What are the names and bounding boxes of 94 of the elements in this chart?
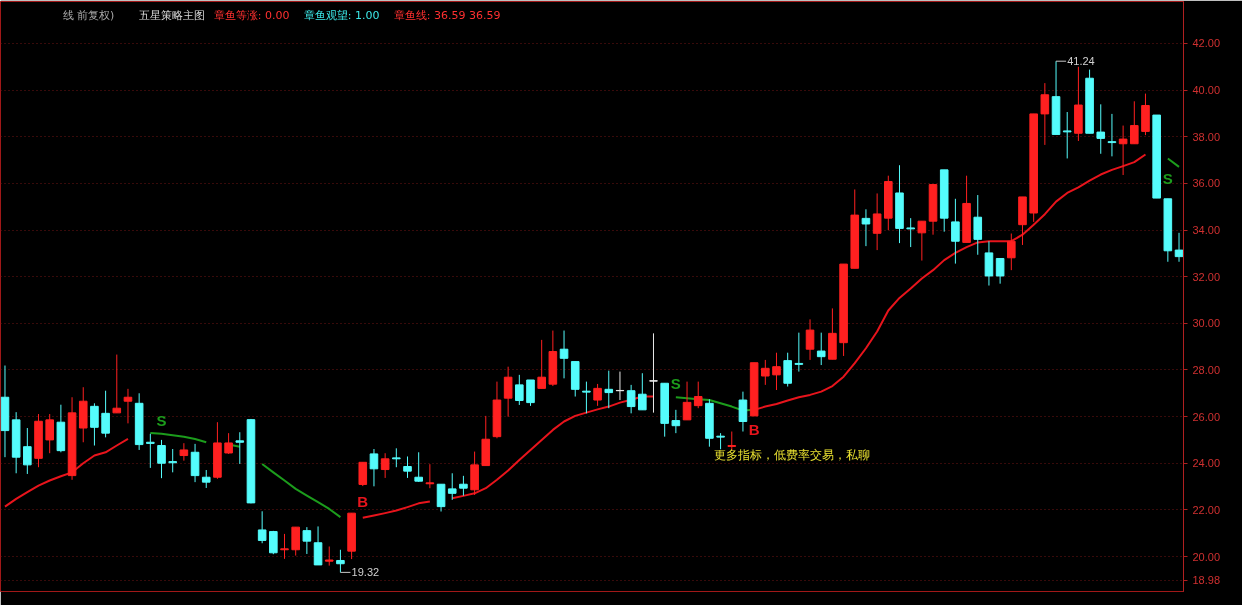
candlestick [537,339,546,389]
candlestick [727,431,737,451]
candlestick [604,370,614,409]
text: 19.32 [351,566,380,579]
candlestick [257,510,267,544]
y-tick-label: 20.00 [1192,550,1221,563]
candlestick [324,545,334,567]
candlestick [392,447,401,468]
candlestick [805,318,815,361]
candlestick [1040,82,1050,146]
data-label: S [156,411,167,429]
annotation: 章鱼线: 36.59 36.59 [393,9,501,22]
candlestick [358,461,368,487]
candlestick [861,208,871,247]
candlestick [1007,233,1016,271]
candlestick [738,391,748,433]
candlestick [179,442,189,462]
candlestick [693,381,703,409]
candlestick [503,366,513,418]
y-tick-label: 40.00 [1192,84,1221,97]
candlestick [1096,103,1106,155]
annotation: 更多指标，低费率交易，私聊 [713,447,870,462]
y-tick-label: 42.00 [1192,37,1221,50]
candlestick [816,332,826,366]
data-label: B [748,420,760,438]
data-label: B [357,493,369,511]
data-label: S [670,375,681,393]
annotation: 线 前复权) [62,9,115,22]
candlestick [559,330,569,379]
candlestick [146,433,155,469]
candlestick [794,332,804,373]
candlestick [101,390,110,438]
y-tick-label: 30.00 [1192,317,1221,330]
candlestick [638,372,647,411]
y-tick-label: 28.00 [1192,363,1221,376]
candlestick [671,409,681,434]
candlestick [783,352,792,388]
candlestick [1130,100,1139,145]
candlestick [682,381,692,421]
candlestick [157,439,166,479]
candlestick [112,354,122,414]
candlestick [224,432,233,455]
candlestick [626,384,636,414]
annotation: 五星策略主图 [138,9,205,22]
annotation: 章鱼等涨: 0.00 [213,9,290,22]
candlestick [313,525,323,566]
candlestick [1174,232,1184,263]
candlestick [302,526,312,555]
candlestick [515,374,524,406]
annotation: 章鱼观望: 1.00 [303,9,380,22]
candlestick [414,451,423,483]
candlestick [425,463,435,489]
candlestick [336,549,345,573]
candlestick [23,427,32,475]
candlestick [45,413,54,454]
y-tick-label: 38.00 [1192,130,1221,143]
candlestick [459,475,468,497]
y-tick-label: 24.00 [1192,457,1221,470]
candlestick [526,379,535,407]
y-tick-label: 36.00 [1192,177,1221,190]
candlestick [403,455,412,479]
candlestick [168,448,177,473]
y-tick-label: 18.98 [1192,574,1221,587]
y-tick-label: 22.00 [1192,503,1221,516]
candlestick [984,240,994,287]
candlestick [235,431,245,465]
candlestick [291,526,300,557]
candlestick [951,198,960,265]
candlestick [973,194,983,256]
candlestick [280,533,289,560]
candlestick [772,352,781,391]
candlestick [1062,111,1072,159]
candlestick [917,220,927,262]
data-label: S [1162,170,1173,188]
candlestick [872,192,882,251]
candlestick [995,257,1005,285]
candlestick [906,217,915,248]
candlestick [447,472,457,501]
candlestick [369,448,379,487]
candlestick [649,332,658,414]
candlestick [593,383,602,407]
candlestick [582,381,591,414]
candlestick [190,443,200,483]
candlestick [1107,113,1117,157]
y-tick-label: 34.00 [1192,224,1221,237]
candlestick [761,359,770,386]
text: 41.24 [1067,55,1095,68]
candlestick [436,483,446,513]
candlestick [380,452,390,479]
candlestick [90,402,99,447]
y-tick-label: 32.00 [1192,270,1221,283]
candlestick [1118,125,1128,176]
candlestick [123,388,133,424]
y-tick-label: 26.00 [1192,410,1221,423]
